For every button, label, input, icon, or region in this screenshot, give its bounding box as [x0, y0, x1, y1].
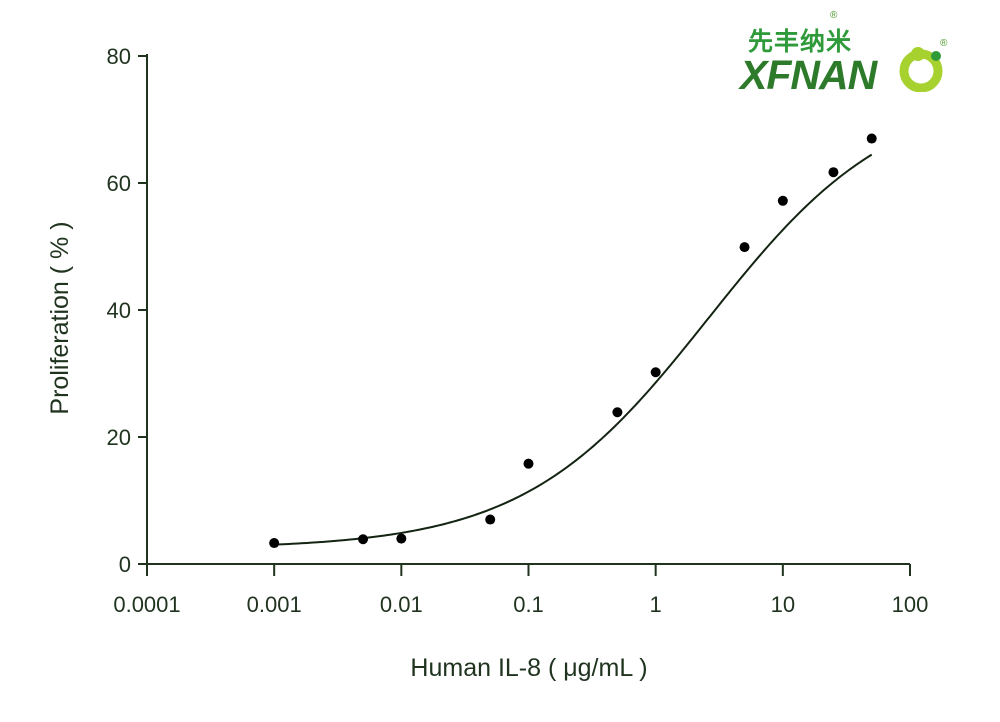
data-point	[828, 167, 839, 178]
data-point	[485, 514, 496, 525]
data-point	[612, 407, 623, 418]
logo-registered-mark-2: ®	[940, 38, 948, 49]
x-tick-label: 0.01	[380, 592, 423, 617]
data-point	[358, 534, 369, 545]
x-tick-label: 0.0001	[113, 592, 180, 617]
logo-registered-mark: ®	[830, 10, 838, 21]
x-tick-label: 1	[650, 592, 662, 617]
x-tick-label: 0.1	[513, 592, 544, 617]
data-point	[523, 458, 534, 469]
x-axis-title: Human IL-8 ( μg/mL )	[410, 654, 647, 682]
data-points	[269, 133, 877, 549]
y-tick-label: 60	[107, 171, 131, 196]
y-tick-label: 0	[119, 552, 131, 577]
fit-curve	[274, 153, 873, 546]
x-tick-label: 0.001	[247, 592, 302, 617]
y-axis-title: Proliferation ( % )	[46, 221, 74, 414]
data-point	[269, 538, 280, 549]
brand-logo: 先丰纳米 ® XFNAN ®	[740, 8, 960, 103]
logo-chinese-text: 先丰纳米	[748, 27, 853, 56]
data-point	[777, 195, 788, 206]
y-tick-label: 20	[107, 425, 131, 450]
logo-english-text: XFNAN	[740, 52, 877, 98]
y-tick-label: 80	[107, 44, 131, 69]
logo-ring-icon	[899, 47, 943, 92]
axes: 0 20 40 60 80 0.0001 0.001 0.01 0.1 1 10 100	[107, 44, 929, 617]
x-tick-label: 100	[892, 592, 929, 617]
data-point	[866, 133, 877, 144]
data-point	[396, 533, 407, 544]
data-point	[650, 367, 661, 378]
data-point	[739, 242, 750, 253]
y-tick-label: 40	[107, 298, 131, 323]
x-tick-label: 10	[771, 592, 795, 617]
